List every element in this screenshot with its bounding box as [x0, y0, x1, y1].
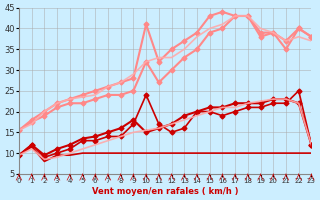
- X-axis label: Vent moyen/en rafales ( km/h ): Vent moyen/en rafales ( km/h ): [92, 187, 238, 196]
